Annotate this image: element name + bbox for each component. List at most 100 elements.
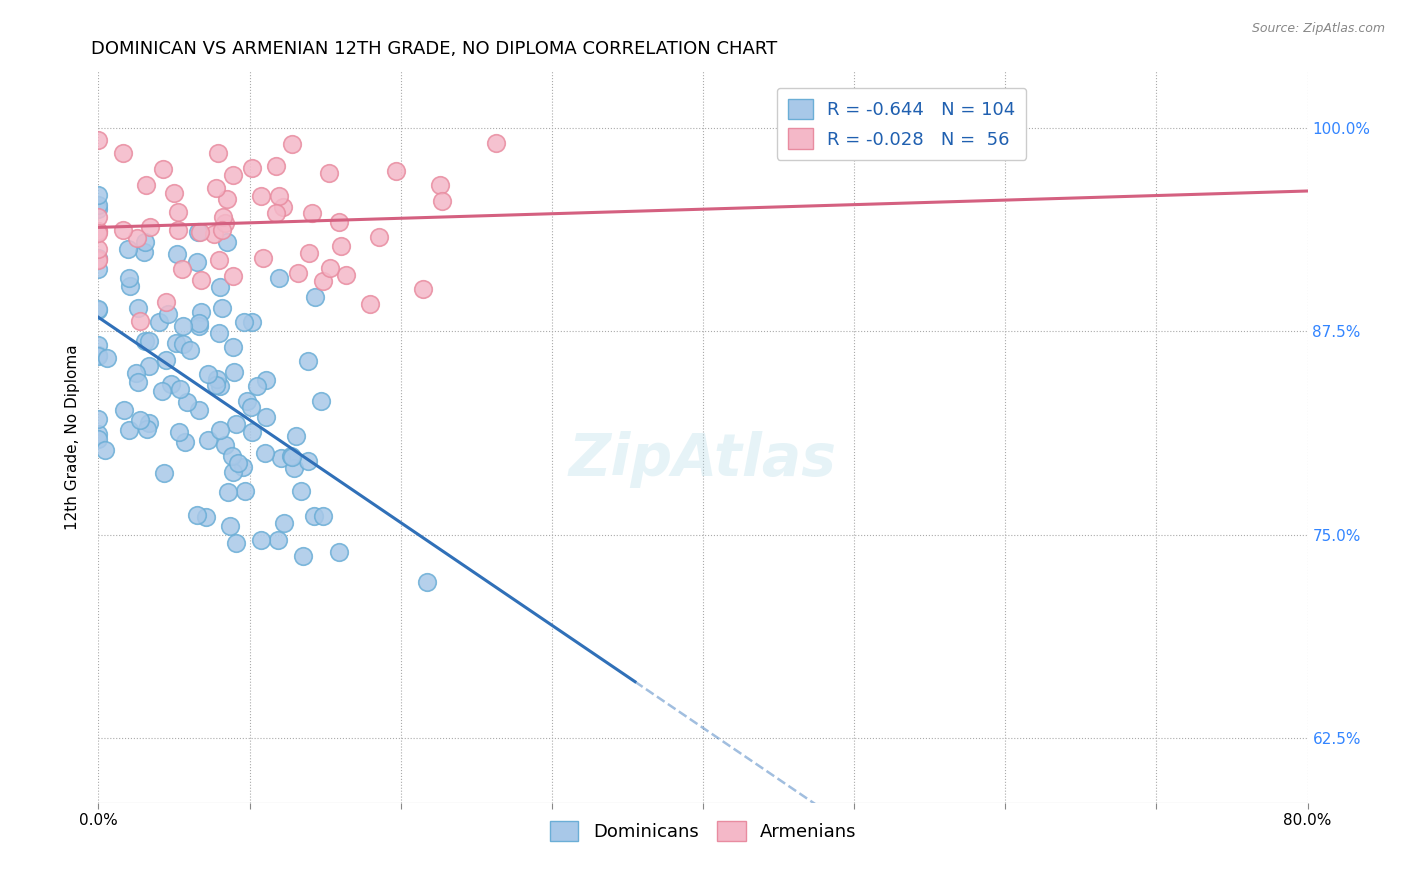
Point xyxy=(240,161,263,175)
Point xyxy=(157,307,180,321)
Point xyxy=(87,252,110,267)
Point xyxy=(228,456,250,470)
Point xyxy=(225,417,247,432)
Point xyxy=(152,161,174,176)
Point xyxy=(87,432,110,446)
Point xyxy=(211,301,233,316)
Point xyxy=(359,297,381,311)
Point xyxy=(270,451,292,466)
Point xyxy=(169,382,191,396)
Point xyxy=(128,314,150,328)
Point xyxy=(186,508,208,523)
Point xyxy=(253,446,276,460)
Point xyxy=(250,189,273,203)
Point xyxy=(187,225,209,239)
Point xyxy=(188,225,211,239)
Point xyxy=(312,509,335,524)
Point xyxy=(87,338,110,352)
Point xyxy=(217,192,239,206)
Point xyxy=(118,271,141,285)
Point xyxy=(233,483,256,498)
Point xyxy=(208,423,231,437)
Point xyxy=(202,227,225,241)
Point xyxy=(87,261,110,276)
Point xyxy=(134,235,156,249)
Point xyxy=(148,315,170,329)
Point xyxy=(87,242,110,256)
Point xyxy=(225,535,247,549)
Point xyxy=(217,484,239,499)
Point xyxy=(166,205,188,219)
Point xyxy=(283,461,305,475)
Point xyxy=(94,443,117,458)
Point xyxy=(271,200,294,214)
Point xyxy=(167,223,190,237)
Point xyxy=(269,271,291,285)
Point xyxy=(246,379,269,393)
Point xyxy=(190,273,212,287)
Legend: Dominicans, Armenians: Dominicans, Armenians xyxy=(543,814,863,848)
Point xyxy=(159,377,181,392)
Point xyxy=(155,295,177,310)
Point xyxy=(318,166,340,180)
Point xyxy=(172,337,194,351)
Point xyxy=(485,136,508,151)
Point xyxy=(211,223,233,237)
Point xyxy=(205,378,228,392)
Point xyxy=(195,509,218,524)
Point xyxy=(87,303,110,318)
Point xyxy=(222,465,245,479)
Point xyxy=(87,348,110,362)
Point xyxy=(87,252,110,266)
Point xyxy=(267,189,290,203)
Point xyxy=(207,146,229,161)
Point xyxy=(209,378,232,392)
Point xyxy=(190,305,212,319)
Point xyxy=(328,215,350,229)
Point xyxy=(96,351,118,365)
Point xyxy=(280,450,302,464)
Point xyxy=(169,425,191,439)
Point xyxy=(135,178,157,192)
Point xyxy=(273,516,295,530)
Point xyxy=(222,269,245,284)
Point xyxy=(214,215,236,229)
Point xyxy=(118,278,141,293)
Point xyxy=(302,508,325,523)
Point xyxy=(179,343,201,357)
Point xyxy=(252,251,274,265)
Point xyxy=(281,136,304,151)
Point xyxy=(236,393,259,408)
Point xyxy=(224,365,246,379)
Point xyxy=(87,202,110,216)
Point xyxy=(416,574,439,589)
Point xyxy=(87,224,110,238)
Point xyxy=(87,349,110,363)
Point xyxy=(208,326,231,341)
Point xyxy=(292,549,315,564)
Point xyxy=(111,146,134,161)
Point xyxy=(281,450,304,464)
Point xyxy=(287,266,309,280)
Point xyxy=(222,168,245,182)
Point xyxy=(87,224,110,238)
Point xyxy=(138,416,160,430)
Point xyxy=(239,401,262,415)
Point xyxy=(312,274,335,288)
Point xyxy=(214,438,236,452)
Point xyxy=(135,422,157,436)
Point xyxy=(152,466,174,480)
Point xyxy=(87,210,110,224)
Point xyxy=(311,394,333,409)
Point xyxy=(87,252,110,266)
Point xyxy=(297,453,319,467)
Point xyxy=(232,460,254,475)
Point xyxy=(188,316,211,330)
Point xyxy=(111,223,134,237)
Y-axis label: 12th Grade, No Diploma: 12th Grade, No Diploma xyxy=(65,344,80,530)
Point xyxy=(240,315,263,329)
Point xyxy=(172,319,194,334)
Point xyxy=(197,367,219,381)
Point xyxy=(304,290,326,304)
Point xyxy=(205,181,228,195)
